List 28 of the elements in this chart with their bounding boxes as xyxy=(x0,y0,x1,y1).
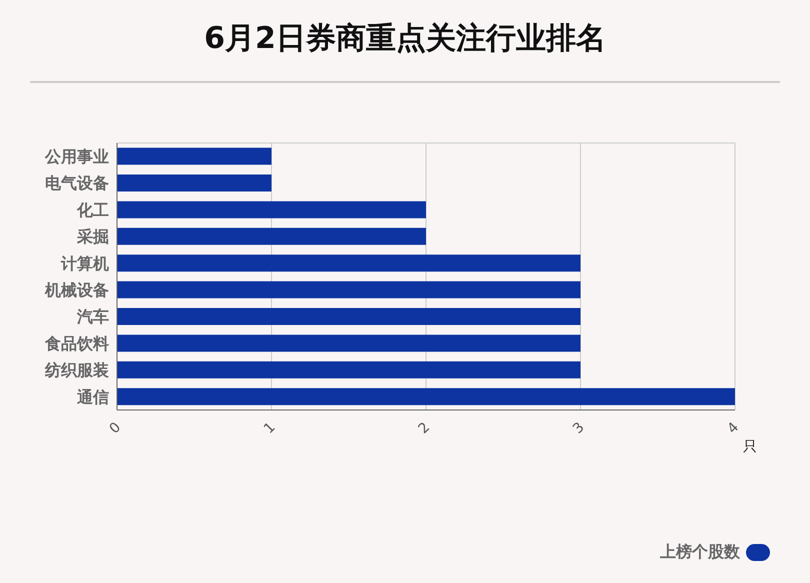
x-axis-title: 只 xyxy=(743,438,757,455)
x-tick-label: 4 xyxy=(724,419,742,438)
bar xyxy=(117,228,426,245)
bar xyxy=(117,254,580,272)
chart-title: 6月2日券商重点关注行业排名 xyxy=(203,20,607,58)
y-tick-label: 食品饮料 xyxy=(44,334,109,353)
bar xyxy=(117,388,735,406)
y-tick-label: 公用事业 xyxy=(44,147,109,166)
legend-label: 上榜个股数 xyxy=(660,542,740,563)
y-tick-label: 汽车 xyxy=(76,307,109,326)
bar xyxy=(117,334,580,352)
y-tick-label: 化工 xyxy=(76,200,109,220)
x-tick-label: 3 xyxy=(570,419,588,438)
x-tick-label: 2 xyxy=(415,419,434,438)
bar xyxy=(117,361,580,378)
y-tick-label: 机械设备 xyxy=(44,280,109,300)
x-tick-label: 0 xyxy=(106,419,124,438)
y-tick-label: 通信 xyxy=(76,387,109,406)
y-tick-label: 计算机 xyxy=(60,254,109,273)
bar xyxy=(117,281,580,298)
y-tick-label: 电气设备 xyxy=(45,174,109,193)
bar xyxy=(117,148,272,165)
bar xyxy=(117,201,426,218)
y-tick-label: 纺织服装 xyxy=(44,360,109,380)
bar xyxy=(117,174,272,192)
bar xyxy=(117,308,580,326)
x-tick-label: 1 xyxy=(260,419,279,438)
y-tick-label: 采掘 xyxy=(76,227,109,246)
